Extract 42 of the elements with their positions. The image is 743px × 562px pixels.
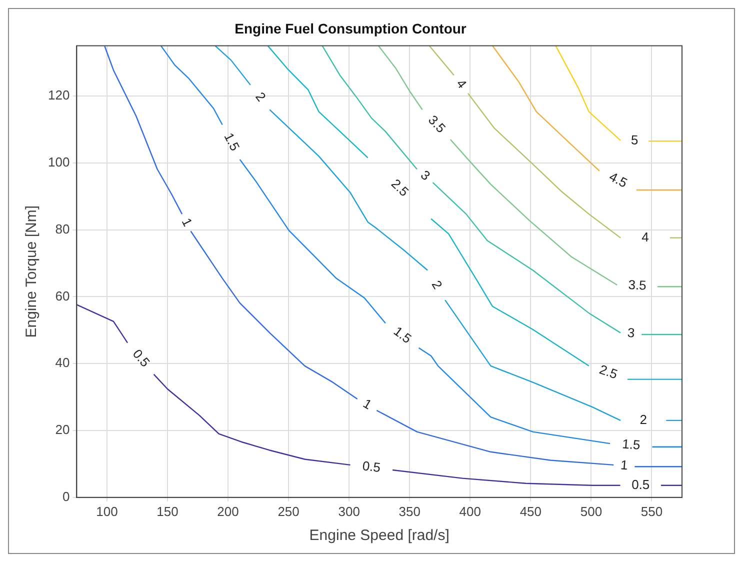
- text: 2.5: [598, 362, 620, 382]
- text: 0.5: [632, 476, 650, 492]
- text: 1.5: [221, 130, 243, 154]
- text: 3.5: [628, 277, 647, 293]
- y-tick-label: 0: [62, 488, 70, 504]
- y-tick-label: 80: [55, 221, 70, 236]
- chart-title: Engine Fuel Consumption Contour: [234, 20, 467, 36]
- text: 4: [642, 229, 649, 244]
- text: 0.5: [362, 458, 382, 476]
- y-tick-label: 120: [48, 88, 70, 103]
- text: 1: [360, 396, 374, 412]
- text: 4: [454, 76, 470, 92]
- text: 2: [252, 89, 269, 104]
- x-tick-label: 250: [278, 504, 300, 519]
- y-tick-label: 40: [55, 355, 70, 370]
- x-tick-label: 300: [338, 504, 360, 519]
- y-tick-label: 60: [55, 288, 70, 304]
- text: 1.5: [622, 436, 641, 452]
- x-tick-label: 500: [580, 504, 602, 519]
- x-axis-title: Engine Speed [rad/s]: [309, 527, 450, 544]
- text: 1: [620, 457, 628, 473]
- x-tick-label: 450: [520, 504, 542, 519]
- text: 1.5: [390, 323, 414, 346]
- x-tick-label: 400: [459, 504, 481, 519]
- text: 2: [640, 412, 647, 428]
- x-tick-label: 150: [156, 504, 178, 519]
- y-tick-label: 100: [48, 154, 70, 170]
- text: 4.5: [606, 168, 630, 190]
- y-tick-label: 20: [55, 422, 70, 438]
- text: 2.5: [388, 176, 412, 200]
- x-tick-label: 350: [398, 504, 420, 519]
- text: 0.5: [130, 346, 153, 370]
- text: 3: [418, 167, 434, 184]
- x-tick-label: 200: [217, 504, 239, 519]
- text: 3: [626, 324, 636, 340]
- x-tick-label: 550: [640, 504, 663, 519]
- text: 3.5: [425, 112, 449, 136]
- text: 2: [428, 278, 446, 292]
- y-axis-title: Engine Torque [Nm]: [23, 205, 40, 338]
- text: 1: [178, 216, 196, 229]
- x-tick-label: 100: [96, 504, 118, 519]
- series-label: 5: [630, 132, 638, 148]
